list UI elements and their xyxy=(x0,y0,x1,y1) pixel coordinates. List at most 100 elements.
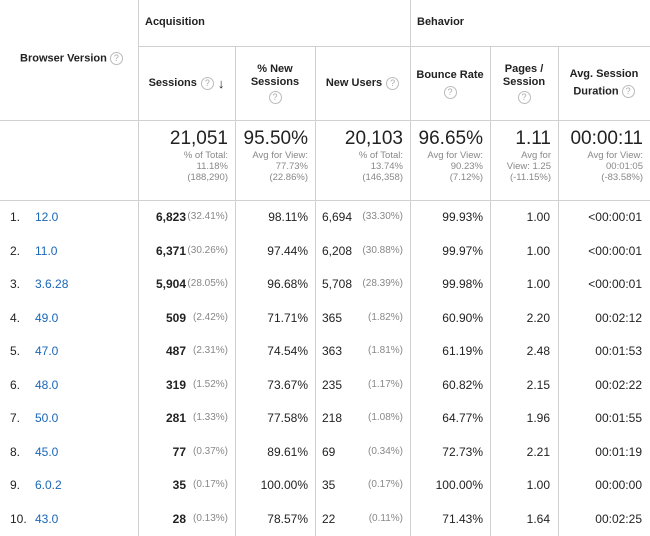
new-users-value: 69 xyxy=(322,444,336,459)
browser-version-link[interactable]: 49.0 xyxy=(35,310,59,325)
help-icon[interactable]: ? xyxy=(386,77,400,90)
browser-version-link[interactable]: 45.0 xyxy=(35,444,59,459)
help-icon[interactable]: ? xyxy=(109,52,123,65)
summary-comparison: (22.86%) xyxy=(269,172,308,183)
sessions-percent: (2.42%) xyxy=(192,311,228,323)
new-users-header[interactable]: New Users? xyxy=(315,47,410,120)
row-index: 1. xyxy=(10,210,21,224)
bounce-rate-header[interactable]: Bounce Rate? xyxy=(416,68,484,99)
divider xyxy=(410,0,411,536)
summary-comparison: Avg for xyxy=(521,150,551,161)
pages-session-value: 1.00 xyxy=(526,478,550,492)
bounce-rate-value: 61.19% xyxy=(442,344,483,358)
bounce-rate-value: 99.98% xyxy=(442,277,483,291)
new-users-value: 35 xyxy=(322,478,336,492)
summary-value: 96.65% xyxy=(418,128,483,149)
new-users-value: 22 xyxy=(322,511,336,526)
browser-version-link[interactable]: 12.0 xyxy=(35,210,59,224)
divider xyxy=(315,47,316,536)
summary-comparison: View: 1.25 xyxy=(506,161,551,172)
sessions-header[interactable]: Sessions? ↓ xyxy=(148,76,225,91)
behavior-group-header: Behavior xyxy=(417,16,465,28)
sessions-value: 77 xyxy=(172,444,186,459)
row-index: 4. xyxy=(10,310,21,325)
new-sessions-value: 98.11% xyxy=(268,210,308,224)
new-sessions-value: 100.00% xyxy=(260,478,308,492)
help-icon[interactable]: ? xyxy=(200,77,214,90)
bounce-rate-value: 64.77% xyxy=(442,411,483,425)
bounce-rate-value: 60.90% xyxy=(442,310,483,325)
new-users-value: 5,708 xyxy=(322,277,353,291)
sessions-percent: (0.17%) xyxy=(192,479,228,490)
summary-comparison: (188,290) xyxy=(187,172,228,183)
sort-desc-icon[interactable]: ↓ xyxy=(217,76,225,91)
pages-session-value: 1.00 xyxy=(526,210,550,224)
summary-comparison: 77.73% xyxy=(275,161,308,172)
table-row: 4. 49.0 509 (2.42%) 71.71% 365 (1.82%) 60.90% 2.… xyxy=(0,301,650,335)
new-users-percent: (0.17%) xyxy=(367,479,403,490)
divider xyxy=(0,200,650,201)
sessions-percent: (0.13%) xyxy=(192,512,228,524)
summary-comparison: (-83.58%) xyxy=(601,172,643,183)
dimension-header[interactable]: Browser Version ? xyxy=(20,52,123,65)
table-row: 5. 47.0 487 (2.31%) 74.54% 363 (1.81%) 61.19% 2.… xyxy=(0,334,650,368)
table-row: 10. 43.0 28 (0.13%) 78.57% 22 (0.11%) 71.43% 1.6… xyxy=(0,502,650,536)
row-index: 9. xyxy=(10,478,21,492)
help-icon[interactable]: ? xyxy=(621,85,635,99)
pages-session-value: 1.96 xyxy=(526,411,550,425)
divider xyxy=(0,120,650,121)
sessions-value: 6,371 xyxy=(155,243,186,258)
pages-session-value: 2.21 xyxy=(526,444,550,459)
pages-session-value: 1.00 xyxy=(526,243,550,258)
new-users-percent: (33.30%) xyxy=(362,211,403,222)
sessions-percent: (30.26%) xyxy=(187,244,228,256)
new-sessions-value: 78.57% xyxy=(267,511,308,526)
row-index: 6. xyxy=(10,377,21,392)
new-sessions-header[interactable]: % New Sessions? xyxy=(250,63,300,104)
avg-duration-value: 00:01:19 xyxy=(595,444,642,459)
browser-version-link[interactable]: 43.0 xyxy=(35,511,59,526)
browser-version-link[interactable]: 3.6.28 xyxy=(35,277,69,291)
avg-duration-value: 00:01:53 xyxy=(595,344,642,358)
divider xyxy=(490,47,491,536)
help-icon[interactable]: ? xyxy=(268,91,282,104)
help-icon[interactable]: ? xyxy=(517,91,531,104)
browser-version-link[interactable]: 50.0 xyxy=(35,411,59,425)
browser-version-link[interactable]: 48.0 xyxy=(35,377,59,392)
summary-value: 95.50% xyxy=(243,128,308,149)
new-sessions-value: 77.58% xyxy=(267,411,308,425)
row-index: 2. xyxy=(10,243,21,258)
avg-duration-header[interactable]: Avg. Session Duration ? xyxy=(569,68,639,99)
avg-duration-value: 00:02:12 xyxy=(595,310,642,325)
summary-comparison: % of Total: xyxy=(183,150,228,161)
summary-comparison: (-11.15%) xyxy=(509,172,551,183)
summary-comparison: 90.23% xyxy=(450,161,483,172)
summary-value: 00:00:11 xyxy=(570,128,643,149)
bounce-rate-value: 99.93% xyxy=(442,210,483,224)
new-users-value: 6,694 xyxy=(322,210,353,224)
browser-version-link[interactable]: 47.0 xyxy=(35,344,59,358)
divider xyxy=(138,46,650,47)
browser-version-link[interactable]: 11.0 xyxy=(35,243,58,258)
acquisition-group-header: Acquisition xyxy=(145,16,205,28)
sessions-value: 35 xyxy=(172,478,186,492)
browser-version-link[interactable]: 6.0.2 xyxy=(35,478,62,492)
row-index: 3. xyxy=(10,277,21,291)
table-row: 6. 48.0 319 (1.52%) 73.67% 235 (1.17%) 60.82% 2.… xyxy=(0,368,650,402)
pages-session-value: 2.48 xyxy=(526,344,550,358)
summary-comparison: (146,358) xyxy=(362,172,403,183)
sessions-value: 319 xyxy=(165,377,186,392)
summary-comparison: Avg for View: xyxy=(587,150,643,161)
table-row: 8. 45.0 77 (0.37%) 89.61% 69 (0.34%) 72.73% 2.21… xyxy=(0,435,650,469)
help-icon[interactable]: ? xyxy=(443,85,457,99)
new-users-percent: (30.88%) xyxy=(362,244,403,256)
sessions-percent: (1.52%) xyxy=(192,378,228,390)
summary-value: 1.11 xyxy=(515,128,551,149)
table-row: 9. 6.0.2 35 (0.17%) 100.00% 35 (0.17%) 100.00% 1… xyxy=(0,468,650,502)
bounce-rate-value: 72.73% xyxy=(442,444,483,459)
pages-session-header[interactable]: Pages / Session? xyxy=(502,63,546,104)
sessions-value: 28 xyxy=(172,511,186,526)
summary-value: 21,051 xyxy=(169,128,228,149)
avg-duration-value: <00:00:01 xyxy=(588,243,642,258)
sessions-value: 5,904 xyxy=(155,277,186,291)
